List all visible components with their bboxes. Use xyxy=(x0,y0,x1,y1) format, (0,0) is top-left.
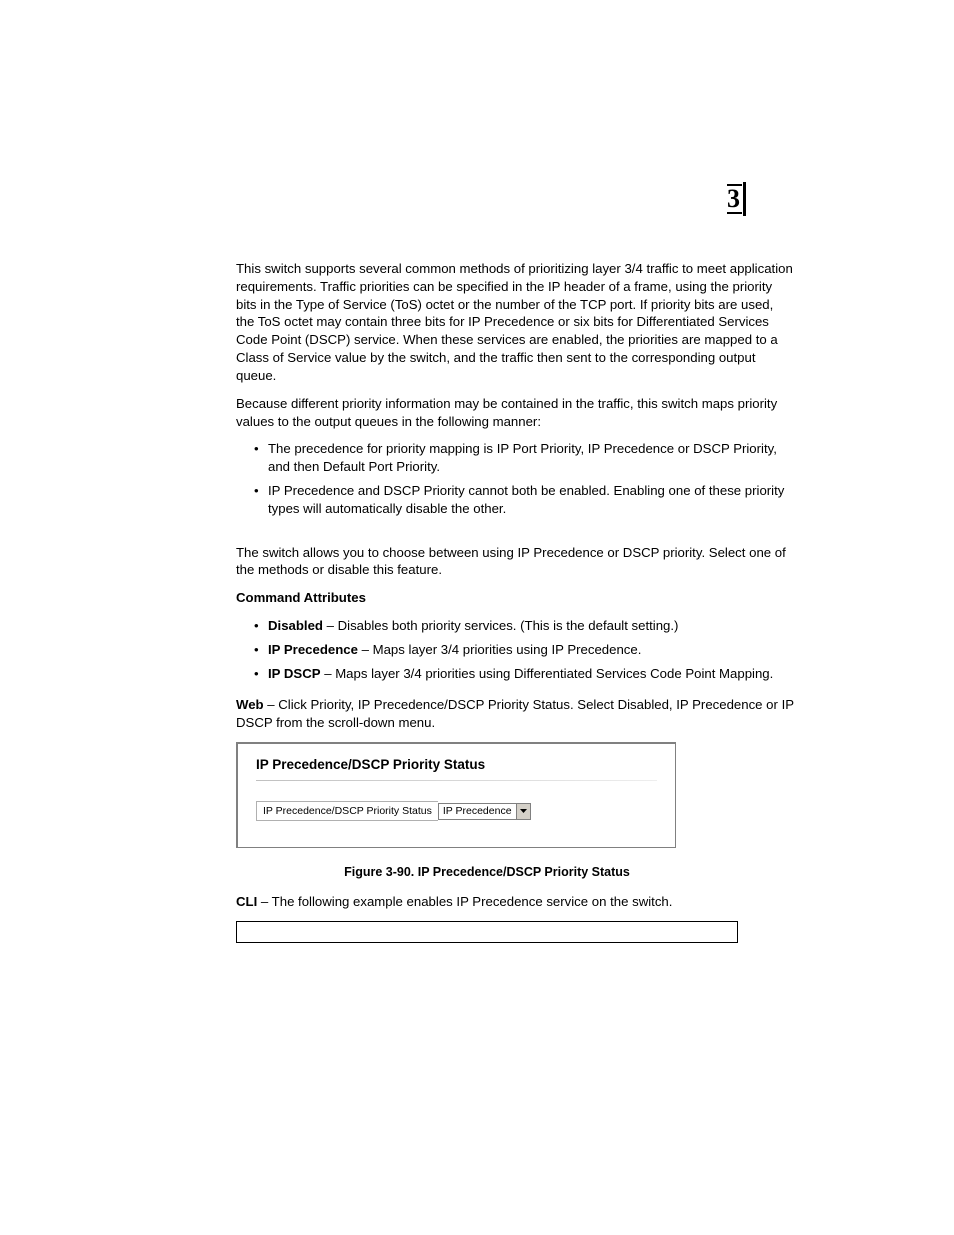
command-attribute-item: IP Precedence – Maps layer 3/4 prioritie… xyxy=(254,641,794,659)
cli-text: – The following example enables IP Prece… xyxy=(257,894,672,909)
chapter-bar xyxy=(743,182,746,216)
chevron-down-icon xyxy=(516,804,530,819)
intro-bullet-item: The precedence for priority mapping is I… xyxy=(254,440,794,476)
attr-term: IP Precedence xyxy=(268,642,358,657)
priority-status-select[interactable]: IP Precedence xyxy=(438,803,531,820)
web-text: – Click Priority, IP Precedence/DSCP Pri… xyxy=(236,697,794,730)
command-attribute-item: Disabled – Disables both priority servic… xyxy=(254,617,794,635)
attr-desc: – Maps layer 3/4 priorities using Differ… xyxy=(321,666,774,681)
figure-panel-title: IP Precedence/DSCP Priority Status xyxy=(256,756,657,774)
intro-paragraph-1: This switch supports several common meth… xyxy=(236,260,794,385)
intro-paragraph-2: Because different priority information m… xyxy=(236,395,794,431)
figure-field-label: IP Precedence/DSCP Priority Status xyxy=(256,801,438,821)
cli-label: CLI xyxy=(236,894,257,909)
web-label: Web xyxy=(236,697,264,712)
command-attributes-list: Disabled – Disables both priority servic… xyxy=(236,617,794,682)
page: 3 This switch supports several common me… xyxy=(0,0,954,1043)
attr-term: Disabled xyxy=(268,618,323,633)
intro-bullet-item: IP Precedence and DSCP Priority cannot b… xyxy=(254,482,794,518)
content-body: This switch supports several common meth… xyxy=(236,260,794,943)
intro-bullet-list: The precedence for priority mapping is I… xyxy=(236,440,794,517)
attr-desc: – Maps layer 3/4 priorities using IP Pre… xyxy=(358,642,641,657)
figure-divider xyxy=(256,780,657,781)
select-value: IP Precedence xyxy=(439,804,516,818)
cli-instructions: CLI – The following example enables IP P… xyxy=(236,893,794,911)
attr-desc: – Disables both priority services. (This… xyxy=(323,618,678,633)
chapter-number: 3 xyxy=(727,184,742,214)
attr-term: IP DSCP xyxy=(268,666,321,681)
command-attribute-item: IP DSCP – Maps layer 3/4 priorities usin… xyxy=(254,665,794,683)
web-instructions: Web – Click Priority, IP Precedence/DSCP… xyxy=(236,696,794,732)
figure-panel: IP Precedence/DSCP Priority Status IP Pr… xyxy=(236,742,676,848)
command-attributes-heading: Command Attributes xyxy=(236,589,794,607)
cli-example-box xyxy=(236,921,738,943)
figure-caption: Figure 3-90. IP Precedence/DSCP Priority… xyxy=(236,864,738,881)
figure-form-row: IP Precedence/DSCP Priority Status IP Pr… xyxy=(256,801,657,821)
section2-paragraph: The switch allows you to choose between … xyxy=(236,544,794,580)
chapter-badge: 3 xyxy=(727,182,746,216)
